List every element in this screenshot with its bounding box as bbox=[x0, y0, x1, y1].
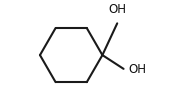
Text: OH: OH bbox=[108, 3, 126, 16]
Text: OH: OH bbox=[129, 63, 147, 76]
